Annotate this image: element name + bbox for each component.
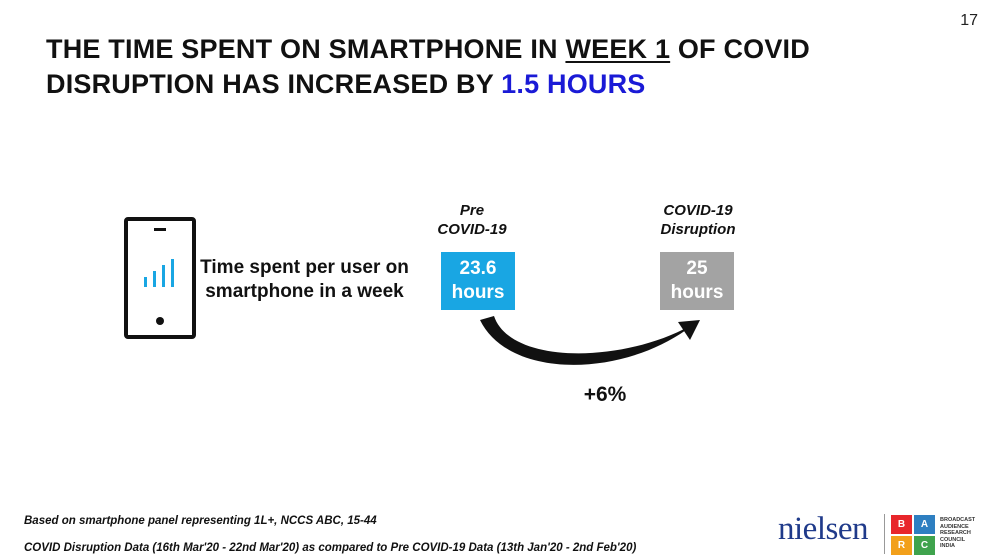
curved-arrow-icon <box>480 316 700 365</box>
covid-disruption-label: COVID-19 Disruption <box>628 201 768 239</box>
covid-unit: hours <box>670 282 724 303</box>
footnote-panel: Based on smartphone panel representing 1… <box>24 515 377 527</box>
barc-text-line: INDIA <box>940 543 955 549</box>
footnote-data-period: COVID Disruption Data (16th Mar'20 - 22n… <box>24 542 637 554</box>
barc-text-line: COUNCIL <box>940 536 966 543</box>
barc-text-line: BROADCAST <box>940 517 976 523</box>
smartphone-signal-icon <box>124 217 196 339</box>
page-number: 17 <box>960 12 978 29</box>
change-percentage: +6% <box>583 383 627 406</box>
barc-text-line: AUDIENCE <box>940 523 969 530</box>
nielsen-logo: nielsen <box>778 511 868 547</box>
barc-letter-a: A <box>914 515 935 534</box>
barc-text-line: RESEARCH <box>940 530 971 536</box>
covid-label-line-1: COVID-19 <box>663 202 733 219</box>
logo-divider <box>884 514 885 554</box>
barc-logo-text: BROADCAST AUDIENCE RESEARCH COUNCIL INDI… <box>940 517 995 550</box>
barc-letter-c: C <box>914 536 935 555</box>
metric-label: Time spent per user on smartphone in a w… <box>200 257 409 302</box>
slide-title: THE TIME SPENT ON SMARTPHONE IN WEEK 1 O… <box>46 32 926 102</box>
barc-letter-b: B <box>891 515 912 534</box>
title-underlined: WEEK 1 <box>565 34 671 64</box>
pre-label-line-1: Pre <box>459 202 485 219</box>
pre-covid-label: Pre COVID-19 <box>412 201 532 239</box>
title-part-2: OF COVID DISRUPTION HAS INCREASED BY <box>46 34 810 99</box>
covid-value-box: 25 hours <box>660 252 734 310</box>
pre-covid-value-box: 23.6 hours <box>441 252 515 310</box>
covid-label-line-2: Disruption <box>660 221 736 238</box>
barc-logo: B A R C <box>891 515 935 555</box>
pre-unit: hours <box>451 282 505 303</box>
pre-value: 23.6 <box>459 258 497 279</box>
covid-value: 25 <box>686 258 708 279</box>
pre-label-line-2: COVID-19 <box>437 221 507 238</box>
title-highlight: 1.5 HOURS <box>501 69 646 99</box>
barc-letter-r: R <box>891 536 912 555</box>
title-part-1: THE TIME SPENT ON SMARTPHONE IN <box>46 34 566 64</box>
